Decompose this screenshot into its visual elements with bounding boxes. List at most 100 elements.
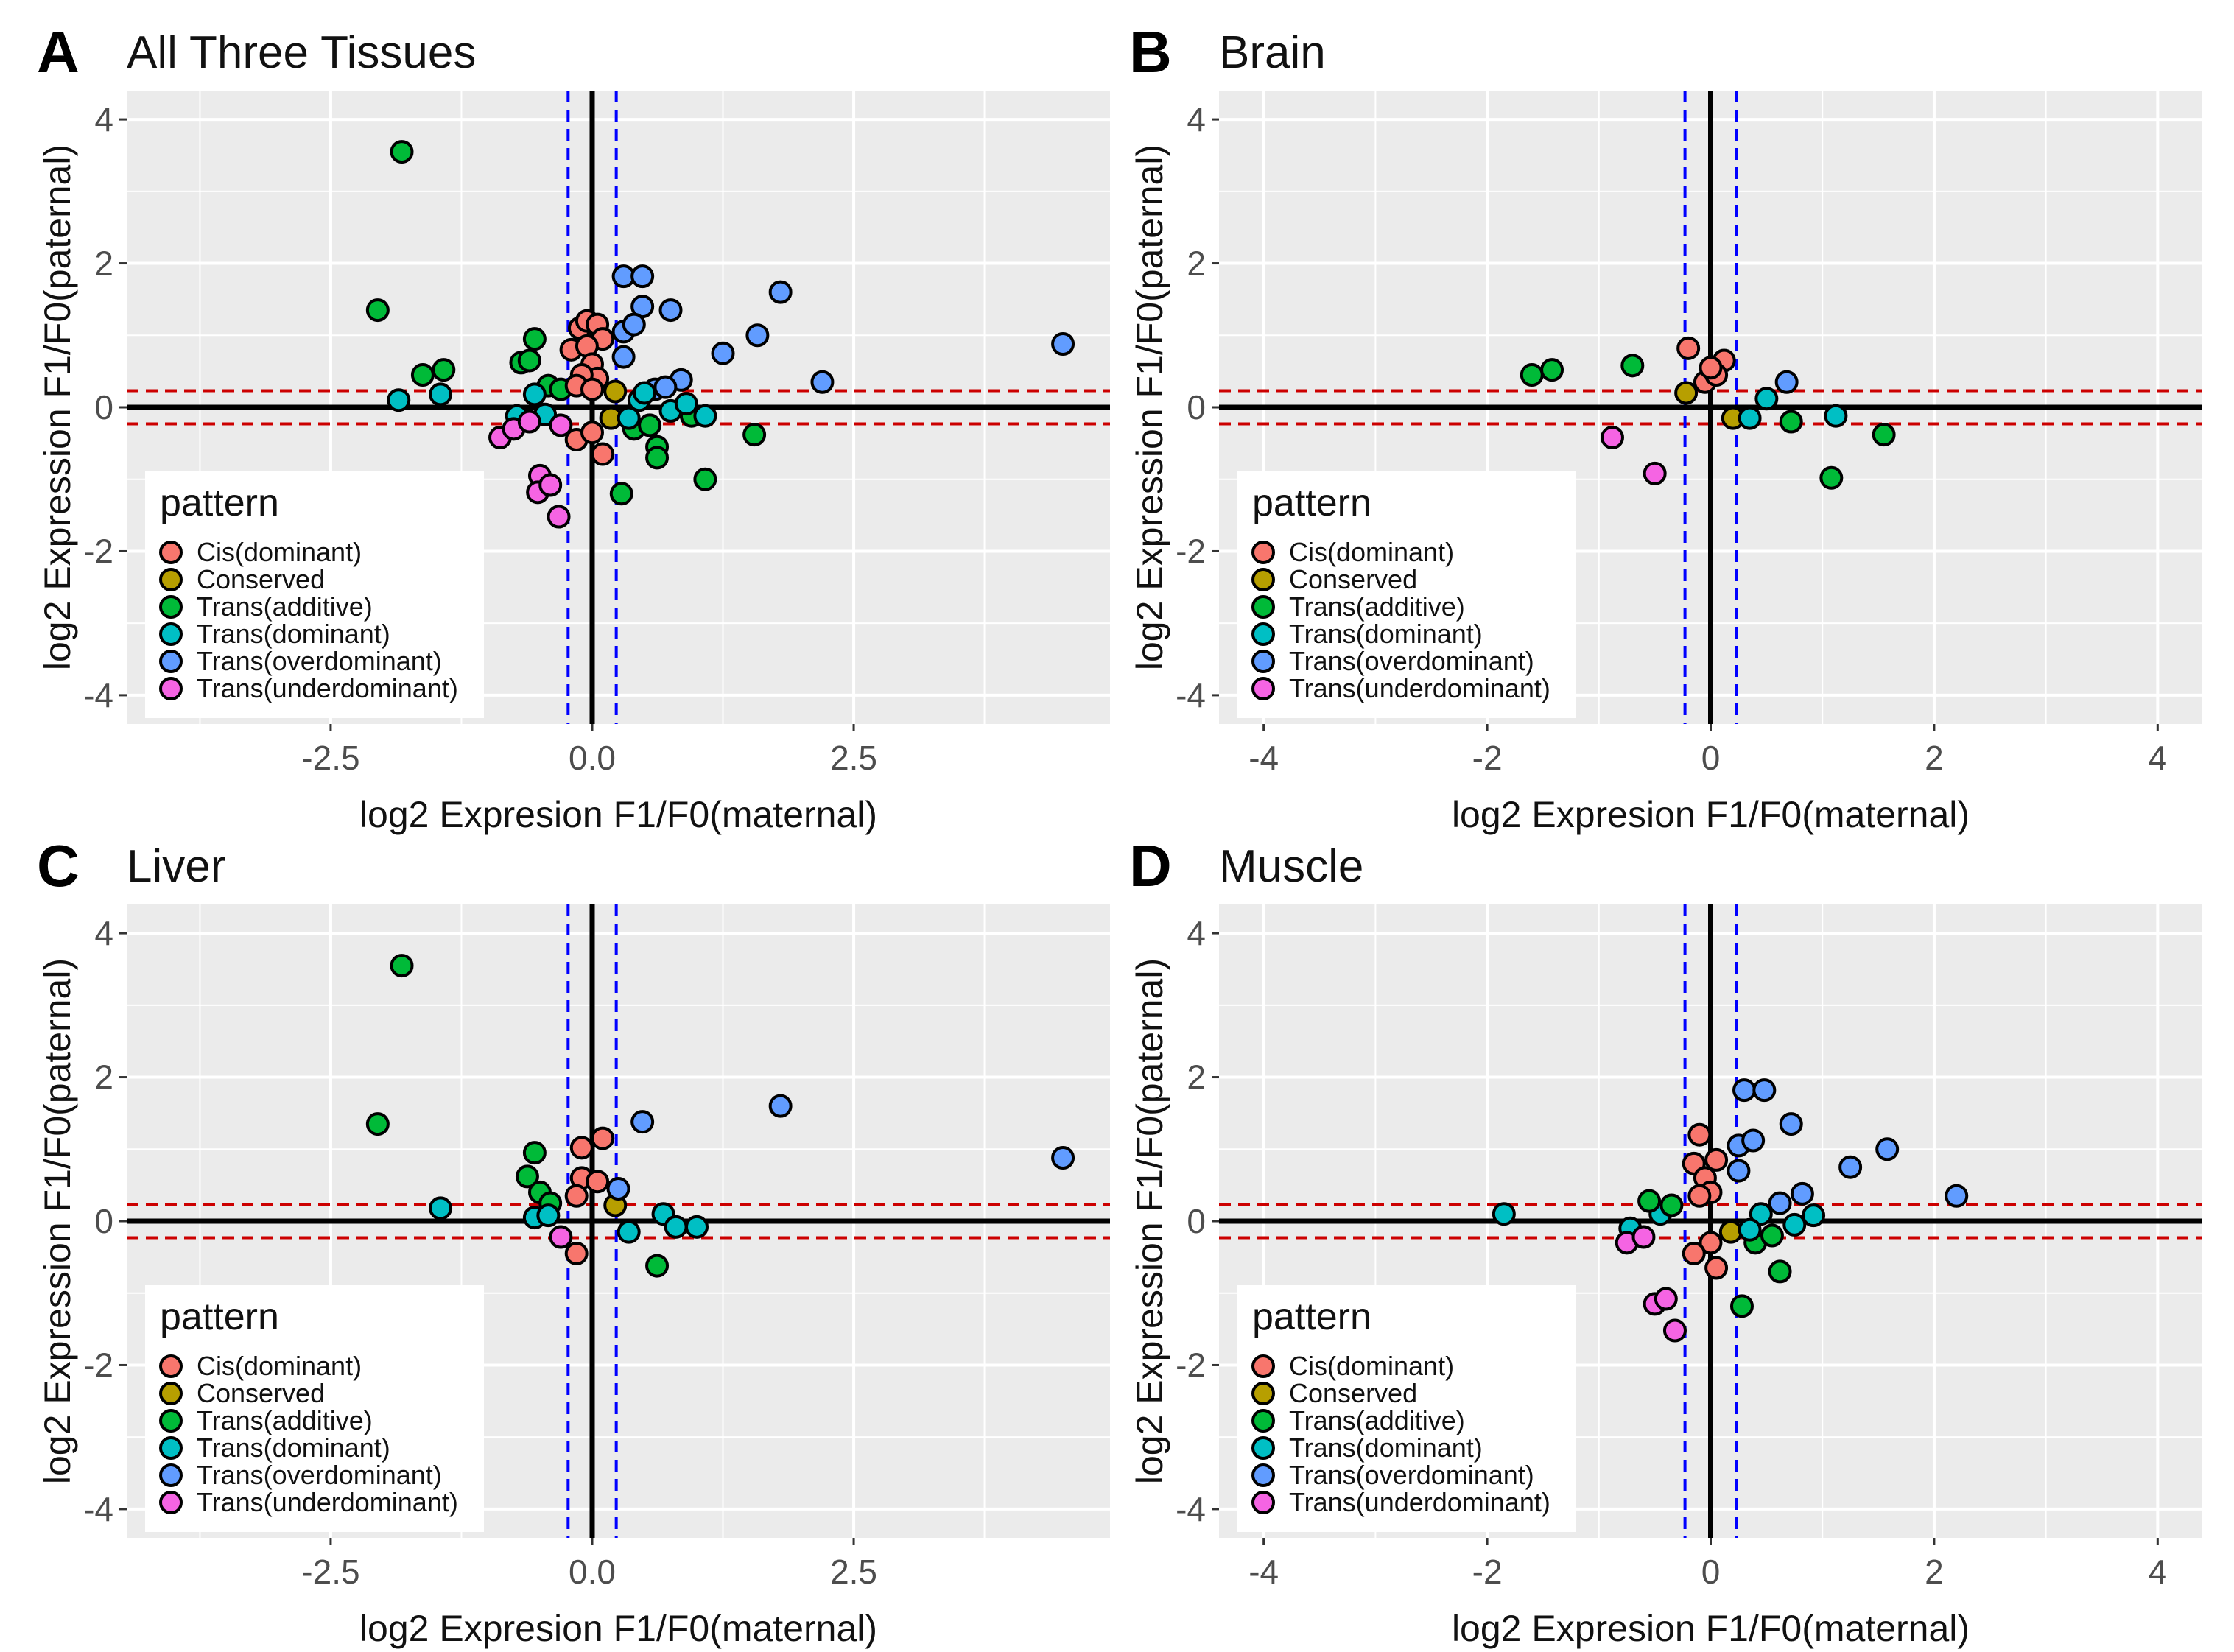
x-tick-label: 2 — [1925, 739, 1944, 777]
data-point — [1674, 381, 1699, 405]
y-tick-label: 0 — [1187, 388, 1206, 426]
data-point — [1875, 1137, 1900, 1161]
data-point — [603, 379, 628, 404]
data-point — [1945, 1184, 1969, 1208]
data-point — [1676, 336, 1701, 360]
data-point — [633, 381, 657, 405]
x-tick-label: -2.5 — [301, 1553, 359, 1591]
legend-key — [159, 650, 183, 673]
legend-label: Cis(dominant) — [197, 537, 362, 567]
panel-letter: C — [37, 833, 80, 899]
legend-label: Trans(additive) — [1289, 1405, 1465, 1435]
legend-label: Trans(additive) — [197, 1405, 373, 1435]
data-point — [429, 382, 453, 407]
y-tick-label: 4 — [94, 100, 113, 138]
data-point — [1654, 1287, 1678, 1311]
data-point — [1704, 1147, 1729, 1172]
y-tick-label: 4 — [1187, 914, 1206, 952]
data-point — [1754, 387, 1779, 411]
data-point — [745, 323, 770, 348]
data-point — [1760, 1223, 1784, 1248]
x-tick-label: 0 — [1701, 1553, 1721, 1591]
y-tick-label: -4 — [1176, 676, 1206, 714]
data-point — [810, 370, 835, 394]
legend-key — [1251, 1354, 1275, 1378]
x-axis-title: log2 Expresion F1/F0(maternal) — [1452, 1608, 1970, 1649]
x-tick-label: 2.5 — [830, 1553, 877, 1591]
data-point — [693, 467, 717, 491]
data-point — [1741, 1128, 1766, 1153]
y-tick-label: 0 — [1187, 1202, 1206, 1240]
data-point — [365, 1112, 390, 1136]
panel-title: Brain — [1219, 27, 1326, 78]
legend-label: Trans(underdominant) — [197, 673, 458, 703]
legend-label: Cis(dominant) — [197, 1351, 362, 1381]
legend-label: Trans(overdominant) — [1289, 1460, 1534, 1490]
panel-c: -2.5 0.0 2.5 4 2 0 -2 -4 pattern Cis(dominant)Con… — [37, 833, 1110, 1649]
y-axis-title: log2 Expression F1/F0(paternal) — [1129, 144, 1170, 670]
data-point — [609, 482, 633, 506]
data-point — [1520, 363, 1544, 387]
data-point — [1704, 1256, 1729, 1280]
data-point — [1659, 1193, 1684, 1217]
data-point — [1819, 465, 1844, 490]
data-point — [549, 413, 573, 437]
data-point — [1051, 332, 1075, 356]
data-point — [622, 312, 646, 337]
data-point — [549, 1225, 573, 1249]
legend-label: Trans(dominant) — [1289, 1433, 1483, 1463]
legend-title: pattern — [1252, 1296, 1371, 1338]
data-point — [390, 954, 414, 978]
data-point — [630, 1110, 655, 1134]
legend-label: Trans(underdominant) — [1289, 673, 1550, 703]
data-point — [1838, 1155, 1863, 1179]
data-point — [1790, 1181, 1814, 1206]
legend-key — [159, 622, 183, 646]
legend-key — [159, 1491, 183, 1514]
x-tick-label: 0.0 — [569, 1553, 616, 1591]
data-point — [1732, 1078, 1757, 1103]
panel-d: -4 -2 0 2 4 4 2 0 -2 -4 pattern Cis(dominant)Conser… — [1129, 833, 2202, 1649]
legend-key — [159, 677, 183, 700]
legend-label: Cis(dominant) — [1289, 537, 1454, 567]
legend-key — [1251, 1382, 1275, 1405]
data-point — [645, 446, 670, 470]
data-point — [1051, 1146, 1075, 1170]
x-tick-label: 0.0 — [569, 739, 616, 777]
legend-box — [145, 471, 484, 718]
data-point — [432, 358, 456, 382]
y-axis-title: log2 Expression F1/F0(paternal) — [37, 144, 78, 670]
legend-title: pattern — [160, 482, 279, 524]
legend-key — [1251, 622, 1275, 646]
legend-label: Trans(dominant) — [1289, 619, 1483, 649]
data-point — [429, 1196, 453, 1220]
data-point — [1749, 1202, 1773, 1226]
data-point — [1782, 1212, 1807, 1237]
x-tick-label: -2.5 — [301, 739, 359, 777]
x-tick-label: 2.5 — [830, 739, 877, 777]
legend-key — [1251, 568, 1275, 591]
y-tick-label: 0 — [94, 388, 113, 426]
legend-label: Trans(dominant) — [197, 619, 390, 649]
legend-key — [1251, 1436, 1275, 1460]
data-point — [617, 406, 641, 430]
data-point — [606, 1177, 630, 1201]
data-point — [653, 375, 678, 399]
data-point — [630, 264, 655, 289]
data-point — [1872, 423, 1896, 447]
x-tick-label: 4 — [2149, 739, 2168, 777]
y-tick-label: -2 — [83, 532, 113, 570]
legend-label: Trans(additive) — [197, 591, 373, 622]
data-point — [591, 1126, 615, 1150]
data-point — [742, 423, 767, 447]
legend-label: Trans(underdominant) — [197, 1487, 458, 1517]
y-tick-label: -4 — [83, 1490, 113, 1528]
legend-label: Trans(overdominant) — [197, 646, 442, 676]
y-tick-label: -2 — [1176, 1346, 1206, 1384]
legend-key — [159, 595, 183, 619]
y-axis-title: log2 Expression F1/F0(paternal) — [37, 958, 78, 1484]
legend-key — [1251, 677, 1275, 700]
data-point — [1824, 404, 1848, 428]
data-point — [580, 377, 604, 401]
